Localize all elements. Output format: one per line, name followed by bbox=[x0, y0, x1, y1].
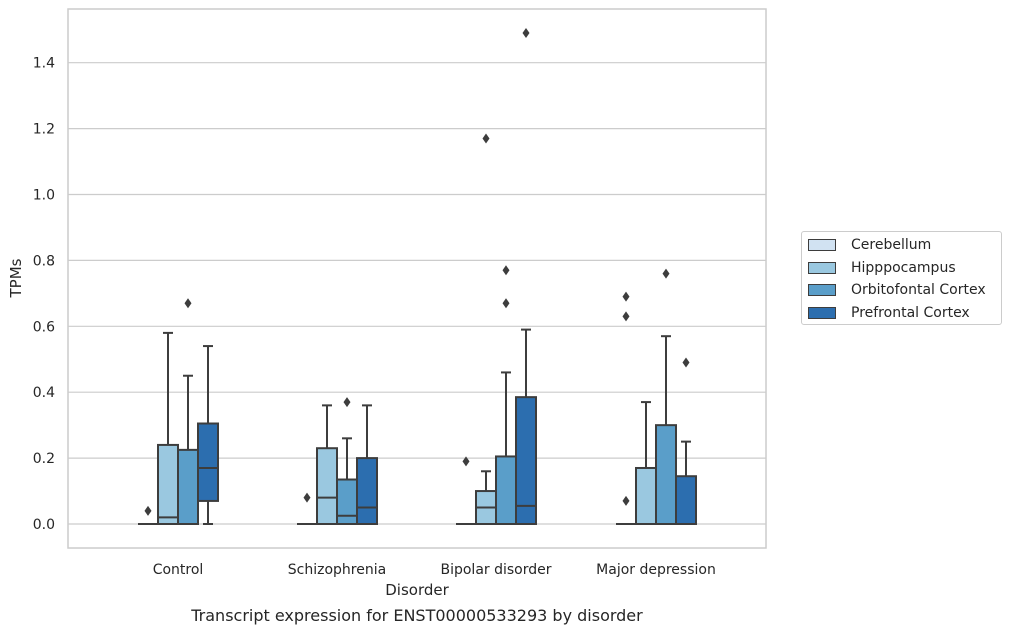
outlier-point bbox=[522, 28, 530, 39]
box-cerebellum bbox=[138, 505, 158, 525]
legend-label: Orbitofontal Cortex bbox=[851, 282, 986, 298]
legend-swatch bbox=[808, 239, 836, 251]
box-body bbox=[157, 443, 179, 526]
box-hipppocampus bbox=[475, 133, 497, 525]
legend-swatch bbox=[808, 306, 836, 319]
box-prefrontal-cortex bbox=[197, 345, 219, 525]
y-tick-label: 0.4 bbox=[33, 385, 55, 401]
y-tick-label: 0.0 bbox=[33, 517, 55, 533]
outlier-point bbox=[622, 291, 630, 302]
box-prefrontal-cortex bbox=[675, 357, 697, 526]
outlier-point bbox=[662, 268, 670, 279]
legend-item: Hipppocampus bbox=[808, 258, 956, 278]
legend-item: Cerebellum bbox=[808, 235, 931, 255]
box-hipppocampus bbox=[157, 331, 179, 526]
box-body bbox=[675, 475, 697, 526]
legend-swatch bbox=[808, 284, 836, 296]
outlier-point bbox=[184, 298, 192, 309]
box-body bbox=[515, 396, 537, 525]
outlier-point bbox=[482, 133, 490, 144]
box-cerebellum bbox=[297, 492, 317, 525]
y-tick-label: 0.6 bbox=[33, 319, 55, 335]
plot-area-frame bbox=[67, 8, 767, 549]
y-tick-label: 1.2 bbox=[33, 122, 55, 138]
outlier-point bbox=[462, 456, 470, 467]
y-tick-labels: 0.0 0.2 0.4 0.6 0.8 1.0 1.2 1.4 bbox=[33, 56, 55, 533]
legend: Cerebellum Hipppocampus Orbitofontal Corte… bbox=[801, 231, 1002, 325]
x-tick-label: Schizophrenia bbox=[288, 562, 386, 578]
box-body bbox=[635, 466, 657, 525]
box-orbitofontal-cortex bbox=[655, 268, 677, 525]
box-hipppocampus bbox=[316, 404, 338, 525]
box-body bbox=[655, 424, 677, 525]
box-hipppocampus bbox=[635, 401, 657, 525]
box-orbitofontal-cortex bbox=[495, 265, 517, 526]
box-body bbox=[356, 457, 378, 526]
box-body bbox=[177, 448, 199, 525]
outlier-point bbox=[682, 357, 690, 368]
y-tick-label: 0.8 bbox=[33, 253, 55, 269]
box-orbitofontal-cortex bbox=[177, 298, 199, 525]
box-body bbox=[336, 478, 358, 525]
x-tick-label: Major depression bbox=[596, 562, 716, 578]
legend-item: Orbitofontal Cortex bbox=[808, 280, 986, 300]
legend-label: Hipppocampus bbox=[851, 259, 956, 276]
outlier-point bbox=[303, 492, 311, 503]
box-body bbox=[495, 455, 517, 526]
legend-item: Prefrontal Cortex bbox=[808, 303, 970, 323]
legend-swatch bbox=[808, 261, 836, 274]
x-axis-label: Disorder bbox=[385, 581, 449, 599]
outlier-point bbox=[622, 311, 630, 322]
x-tick-label: Bipolar disorder bbox=[440, 562, 551, 578]
outlier-point bbox=[622, 495, 630, 506]
outlier-point bbox=[502, 265, 510, 276]
y-axis-label: TPMs bbox=[7, 258, 25, 298]
legend-label: Prefrontal Cortex bbox=[851, 304, 970, 321]
y-tick-label: 1.4 bbox=[33, 56, 55, 72]
y-tick-label: 0.2 bbox=[33, 451, 55, 467]
box-prefrontal-cortex bbox=[515, 28, 537, 525]
box-orbitofontal-cortex bbox=[336, 397, 358, 525]
x-tick-label: Control bbox=[153, 562, 204, 578]
box-cerebellum bbox=[456, 456, 476, 525]
box-body bbox=[316, 447, 338, 525]
box-prefrontal-cortex bbox=[356, 404, 378, 526]
chart-title: Transcript expression for ENST0000053329… bbox=[191, 606, 643, 625]
box-cerebellum bbox=[616, 291, 636, 525]
outlier-point bbox=[343, 397, 351, 408]
x-tick-labels: Control Schizophrenia Bipolar disorder Majo… bbox=[153, 562, 716, 578]
box-layer bbox=[138, 28, 697, 526]
box-body bbox=[197, 422, 219, 502]
outlier-point bbox=[144, 505, 152, 516]
y-tick-label: 1.0 bbox=[33, 188, 55, 204]
outlier-point bbox=[502, 298, 510, 309]
legend-label: Cerebellum bbox=[851, 237, 932, 253]
